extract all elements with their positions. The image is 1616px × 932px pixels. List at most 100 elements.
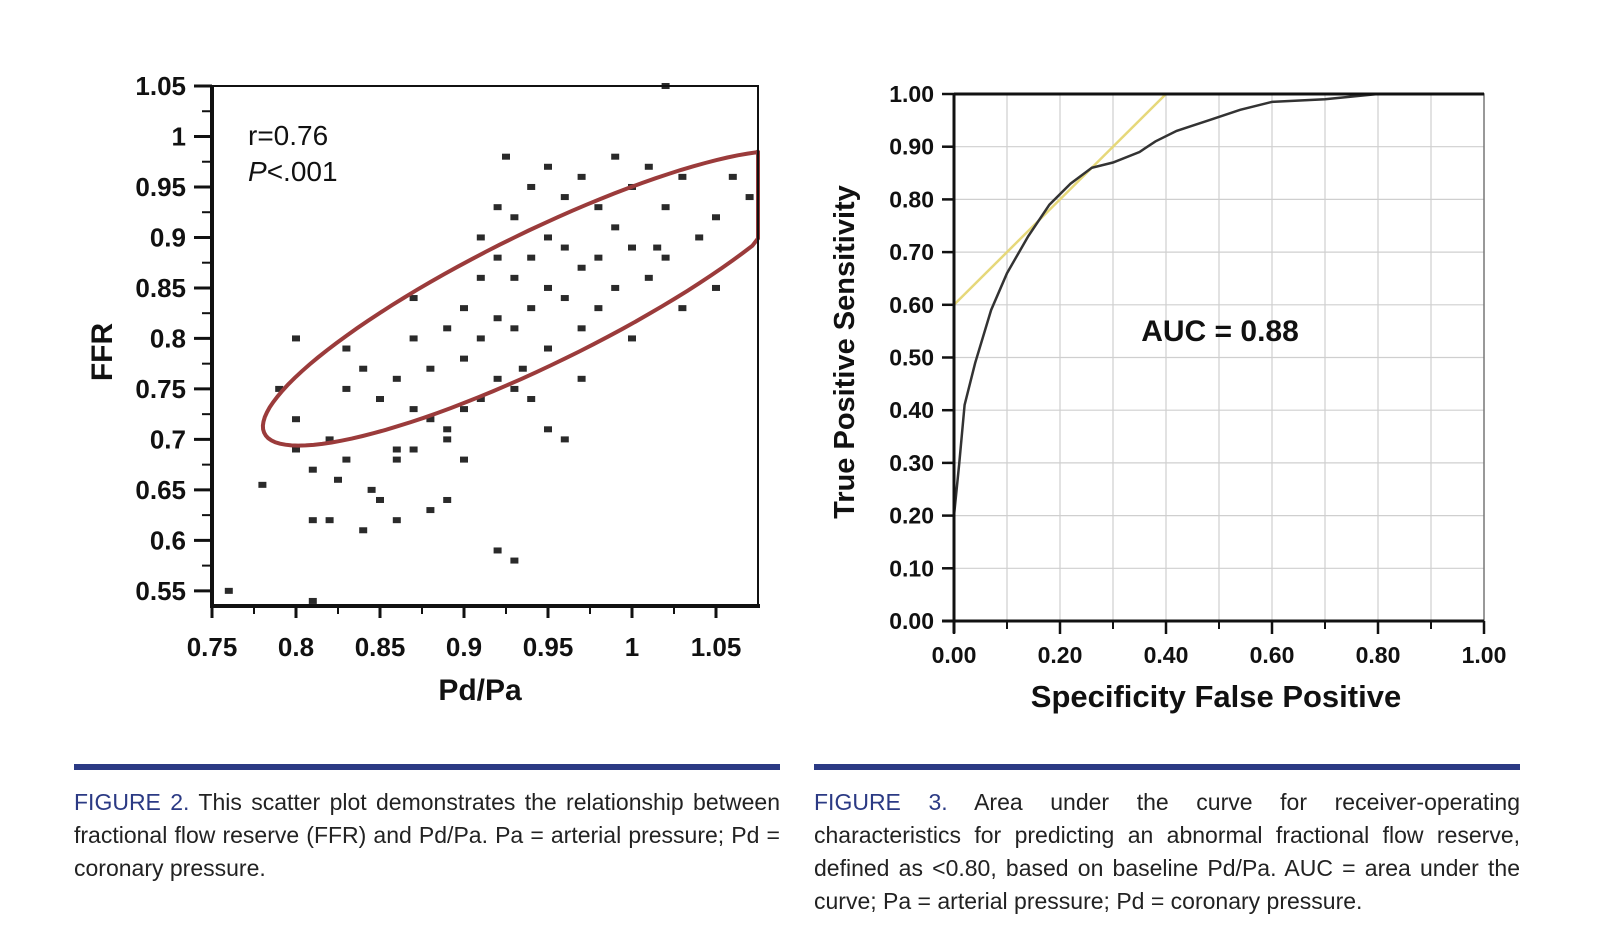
data-point-marker (577, 325, 586, 332)
data-point (510, 557, 519, 564)
roc-y-tick-label: 0.10 (889, 555, 934, 581)
roc-y-tick-label: 0.90 (889, 134, 934, 160)
data-point (493, 375, 502, 382)
data-point (594, 254, 603, 261)
data-point (476, 335, 485, 342)
y-axis-label: FFR (86, 323, 119, 382)
data-point-marker (678, 305, 687, 312)
data-point-marker (392, 517, 401, 524)
data-point (493, 254, 502, 261)
data-point (560, 436, 569, 443)
data-point-marker (544, 284, 552, 291)
data-point-marker (527, 254, 536, 261)
y-tick-label: 0.65 (135, 475, 186, 505)
data-point-marker (334, 476, 342, 483)
data-point (443, 426, 452, 433)
data-point (392, 456, 401, 463)
data-point (544, 345, 552, 352)
data-point (258, 481, 267, 488)
data-point-marker (695, 234, 704, 241)
data-point-marker (409, 406, 418, 413)
y-tick-label: 0.7 (150, 424, 186, 454)
data-point (392, 517, 401, 524)
roc-y-tick-label: 0.00 (889, 608, 934, 634)
data-point (342, 345, 351, 352)
data-point-marker (292, 446, 300, 453)
data-point (359, 365, 368, 372)
data-point-marker (308, 466, 317, 473)
data-point (611, 153, 620, 160)
data-point (518, 365, 527, 372)
data-point (224, 587, 233, 594)
data-point (409, 406, 418, 413)
data-point (409, 295, 418, 302)
data-point (544, 163, 552, 170)
roc-y-tick-label: 0.20 (889, 503, 934, 529)
data-point (460, 456, 468, 463)
data-point (594, 305, 603, 312)
y-tick-label: 0.6 (150, 525, 186, 555)
data-point-marker (544, 345, 552, 352)
fig2-text: This scatter plot demonstrates the relat… (74, 789, 780, 881)
data-point-marker (577, 173, 586, 180)
data-point-marker (409, 446, 418, 453)
data-point-marker (544, 234, 552, 241)
data-point (527, 305, 536, 312)
data-point-marker (493, 204, 502, 211)
data-point (292, 335, 300, 342)
data-point (527, 183, 536, 190)
data-point-marker (292, 416, 300, 423)
data-point-marker (560, 436, 569, 443)
data-point-marker (594, 204, 603, 211)
data-point (544, 234, 552, 241)
data-point-marker (728, 173, 737, 180)
data-point-marker (426, 507, 435, 514)
data-point (493, 204, 502, 211)
data-point-marker (510, 274, 519, 281)
scatter-ticks: 1.0510.950.90.850.80.750.70.650.60.550.7… (135, 71, 741, 662)
data-point-marker (409, 335, 418, 342)
data-point-marker (342, 456, 351, 463)
data-point-marker (426, 416, 435, 423)
roc-x-tick-label: 0.00 (932, 642, 977, 668)
data-point (560, 295, 569, 302)
data-point-marker (678, 173, 687, 180)
data-point (527, 396, 536, 403)
data-point (376, 496, 384, 503)
data-point (443, 496, 452, 503)
data-point-marker (392, 375, 401, 382)
data-point-marker (367, 486, 376, 493)
data-point-marker (443, 436, 452, 443)
data-point-marker (502, 153, 510, 160)
data-point-marker (426, 365, 435, 372)
roc-x-tick-label: 0.80 (1356, 642, 1401, 668)
data-point (342, 385, 351, 392)
data-point-marker (544, 426, 552, 433)
plot-frame (211, 85, 759, 607)
data-point-marker (275, 385, 284, 392)
data-point-marker (518, 365, 527, 372)
data-point (308, 597, 317, 604)
data-point (292, 416, 300, 423)
fig3-caption-rule (814, 764, 1520, 770)
y-tick-label: 0.8 (150, 323, 186, 353)
data-point (409, 446, 418, 453)
data-point (678, 305, 687, 312)
x-tick-label: 1 (625, 632, 639, 662)
roc-x-tick-label: 0.40 (1144, 642, 1189, 668)
data-point (510, 325, 519, 332)
data-point (308, 466, 317, 473)
data-point-marker (611, 224, 620, 231)
data-point-marker (577, 264, 586, 271)
data-point-marker (527, 305, 536, 312)
data-point (653, 244, 662, 251)
data-point (661, 254, 670, 261)
fig3-caption: FIGURE 3. Area under the curve for recei… (814, 786, 1520, 918)
fig3-text: Area under the curve for receiver-operat… (814, 789, 1520, 914)
data-point (493, 547, 502, 554)
data-point-marker (628, 244, 636, 251)
data-point-marker (258, 481, 267, 488)
data-point (325, 517, 334, 524)
ffr-scatter-plot: 1.0510.950.90.850.80.750.70.650.60.550.7… (86, 71, 760, 707)
y-tick-label: 0.95 (135, 172, 186, 202)
